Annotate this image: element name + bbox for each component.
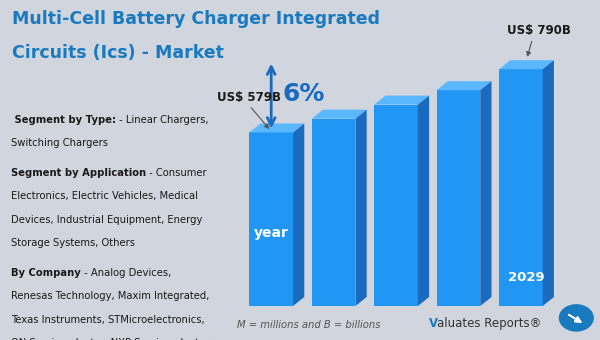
Polygon shape <box>312 110 367 119</box>
Text: - Consumer: - Consumer <box>146 168 206 178</box>
FancyBboxPatch shape <box>250 133 293 306</box>
Polygon shape <box>374 96 429 105</box>
Text: Multi-Cell Battery Charger Integrated: Multi-Cell Battery Charger Integrated <box>12 10 380 28</box>
Text: Segment by Application: Segment by Application <box>11 168 146 178</box>
Text: V: V <box>429 317 438 330</box>
Text: Segment by Type:: Segment by Type: <box>11 115 116 125</box>
Polygon shape <box>293 123 304 306</box>
Text: Electronics, Electric Vehicles, Medical: Electronics, Electric Vehicles, Medical <box>11 191 198 201</box>
Text: Circuits (Ics) - Market: Circuits (Ics) - Market <box>12 44 224 62</box>
Text: aluates Reports®: aluates Reports® <box>437 317 541 330</box>
FancyArrowPatch shape <box>527 41 532 56</box>
Polygon shape <box>480 81 491 306</box>
Text: - Linear Chargers,: - Linear Chargers, <box>116 115 208 125</box>
FancyBboxPatch shape <box>374 105 418 306</box>
Polygon shape <box>499 60 554 69</box>
Text: Texas Instruments, STMicroelectronics,: Texas Instruments, STMicroelectronics, <box>11 315 205 325</box>
Text: Storage Systems, Others: Storage Systems, Others <box>11 238 135 248</box>
FancyArrowPatch shape <box>569 315 581 322</box>
FancyArrowPatch shape <box>251 108 269 128</box>
Text: Switching Chargers: Switching Chargers <box>11 138 108 148</box>
FancyBboxPatch shape <box>312 119 355 306</box>
Polygon shape <box>250 123 304 133</box>
Polygon shape <box>418 96 429 306</box>
FancyBboxPatch shape <box>437 90 480 306</box>
Text: By Company: By Company <box>11 268 80 278</box>
Text: ON Semiconductor, NXP Semiconductors,: ON Semiconductor, NXP Semiconductors, <box>11 338 217 340</box>
Text: - Analog Devices,: - Analog Devices, <box>80 268 171 278</box>
Text: Renesas Technology, Maxim Integrated,: Renesas Technology, Maxim Integrated, <box>11 291 209 301</box>
Polygon shape <box>437 81 491 90</box>
Text: 6%: 6% <box>283 82 325 106</box>
Polygon shape <box>542 60 554 306</box>
FancyArrowPatch shape <box>268 67 275 125</box>
Text: US$ 790B: US$ 790B <box>507 23 571 36</box>
Text: 2029: 2029 <box>508 271 545 284</box>
Text: M = millions and B = billions: M = millions and B = billions <box>237 320 380 330</box>
FancyBboxPatch shape <box>499 69 542 306</box>
Text: Devices, Industrial Equipment, Energy: Devices, Industrial Equipment, Energy <box>11 215 202 225</box>
Polygon shape <box>355 110 367 306</box>
Text: US$ 579B: US$ 579B <box>217 91 281 104</box>
Circle shape <box>559 304 594 332</box>
Text: year: year <box>254 226 289 240</box>
